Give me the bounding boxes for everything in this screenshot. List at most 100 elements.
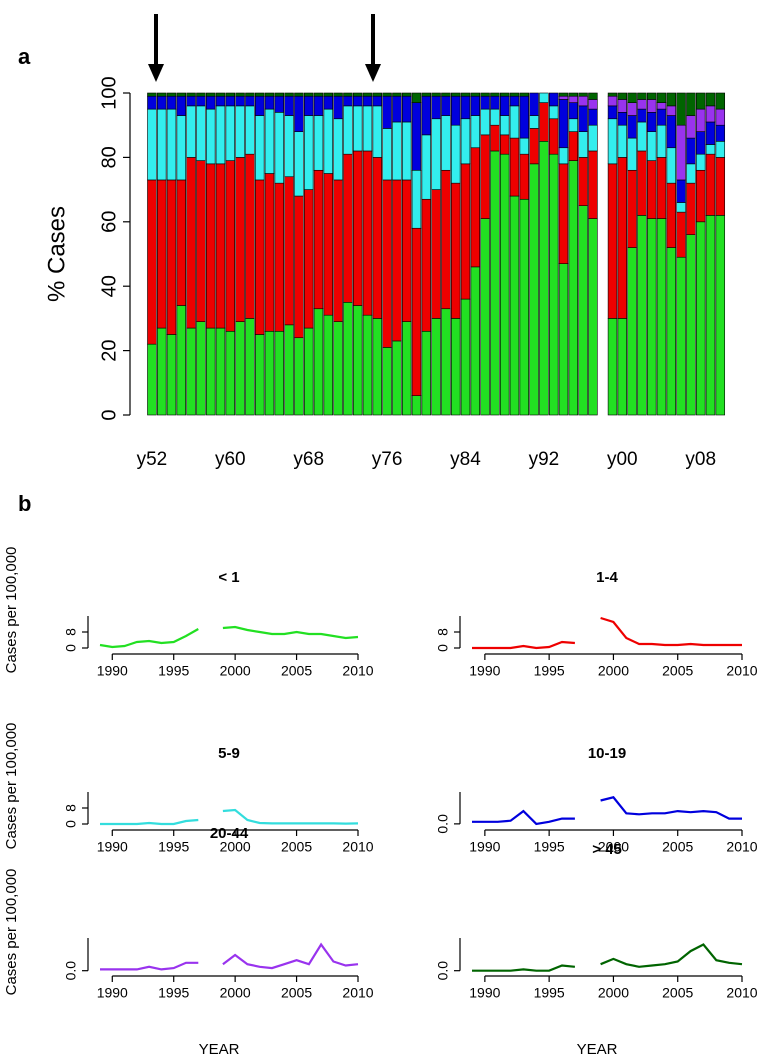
bar-segment [186,105,196,158]
x-tick-label: 1995 [534,839,565,855]
bar-segment [392,179,402,342]
bar-segment [548,153,559,416]
bar-segment [294,195,304,339]
bar-segment [558,92,569,97]
bar-segment [147,95,157,110]
bar-segment [637,150,647,216]
bar-segment [235,105,245,158]
arrow [365,14,381,82]
bar-segment [431,118,441,190]
bar-segment [480,95,490,110]
x-tick-label: 2010 [726,663,757,679]
bar-segment [646,131,657,161]
chart-title: 10-19 [588,745,626,762]
y-tick-label: 0 [98,409,120,420]
bar-segment [441,115,451,171]
bar-segment [686,234,696,416]
bar-segment [470,147,481,268]
bar-segment [333,179,343,322]
line [472,943,743,972]
bar-segment [460,298,471,416]
bar-segment [382,179,392,348]
bar-segment [156,95,167,110]
bar-segment [343,301,353,416]
bar-segment [705,215,716,416]
bar-segment [372,157,383,319]
bar-segment [215,92,226,97]
line [99,625,359,649]
bar-segment [686,137,696,165]
bar-segment [362,314,373,416]
bar-segment [333,92,343,97]
bar-segment [646,99,657,113]
bar-segment [705,153,716,216]
bar-segment [490,124,500,152]
bar-segment [666,92,677,107]
bar-segment [519,92,530,97]
bar-segment [421,92,432,97]
bar-segment [450,318,461,416]
bar-segment [431,92,441,97]
bar-segment [235,321,245,416]
bar-segment [695,131,706,155]
bar-segment [382,95,392,129]
bar-segment [676,256,686,416]
bar-segment [568,131,579,161]
bar-segment [715,92,726,110]
bar-segment [460,92,471,97]
x-tick-label: 2000 [220,839,251,855]
panel-label: a [18,44,31,69]
bar-segment [666,105,677,116]
bar-segment [480,134,490,219]
bar-segment [470,115,481,149]
bar-segment [274,92,285,97]
bar-segment [313,95,324,116]
bar-segment [715,215,726,416]
bar-segment [313,308,324,416]
x-tick-label: y68 [293,449,324,470]
bar-segment [607,105,618,120]
bar-segment [480,108,490,136]
x-tick-label: 2005 [281,839,312,855]
bar-segment [637,121,647,152]
bar-segment [362,95,373,107]
bar-segment [401,321,412,416]
bar-segment [186,327,196,416]
chart-title: > 45 [592,841,622,858]
bar-segment [215,163,226,329]
bar-segment [627,92,637,103]
bar-segment [705,92,716,107]
bar-segment [656,102,667,110]
bar-segment [284,92,294,97]
bar-segment [245,92,255,97]
bar-segment [441,92,451,97]
bar-segment [450,92,461,97]
bar-segment [401,179,412,322]
bar-segment [715,108,726,126]
bar-segment [578,105,588,132]
bar-segment [186,157,196,329]
bar-segment [401,121,412,181]
x-tick-label: 2005 [281,985,312,1001]
bar-segment [715,141,726,158]
bar-segment [264,108,275,174]
bar-segment [235,157,245,322]
bar-segment [617,112,628,126]
bar-segment [529,92,539,116]
bar-segment [715,124,726,142]
bar-segment [225,92,236,97]
bar-segment [499,95,510,116]
bar-segment [323,92,334,97]
bar-segment [313,169,324,310]
bar-segment [382,128,392,181]
bar-segment [450,124,461,184]
bar-segment [411,395,422,416]
bar-segment [205,163,216,329]
x-tick-label: 2010 [726,985,757,1001]
bar-segment [617,157,628,319]
bar-segment [352,105,363,152]
bar-segment [588,124,598,152]
bar-segment [676,211,686,258]
bar-segment [450,95,461,126]
y-tick-label: 80 [98,146,120,168]
